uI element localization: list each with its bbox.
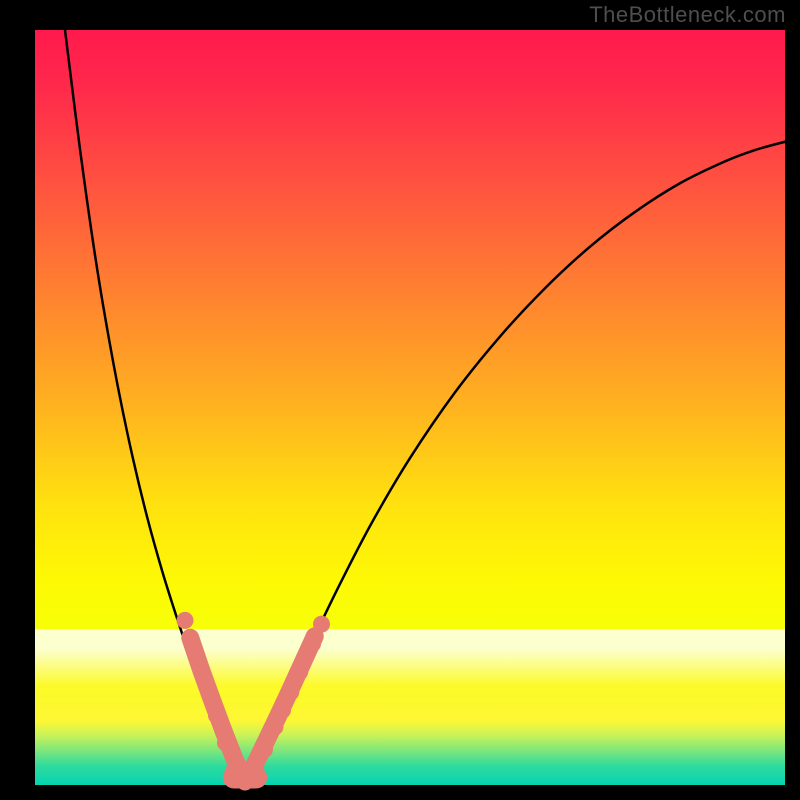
coral-dot-3-11 xyxy=(282,684,299,701)
coral-stroke-0 xyxy=(190,638,245,781)
coral-dot-3-1 xyxy=(188,648,205,665)
curve-left xyxy=(65,30,245,785)
gradient-background xyxy=(35,30,785,785)
curve-right xyxy=(245,142,785,785)
coral-dot-3-6 xyxy=(237,773,254,790)
coral-dot-3-13 xyxy=(304,635,321,652)
coral-dot-3-10 xyxy=(274,702,291,719)
chart-canvas: TheBottleneck.com xyxy=(0,0,800,800)
coral-dot-3-7 xyxy=(246,761,263,778)
coral-dot-3-9 xyxy=(267,718,284,735)
watermark-text: TheBottleneck.com xyxy=(589,2,786,28)
coral-dot-3-14 xyxy=(313,616,330,633)
coral-dot-3-2 xyxy=(201,684,218,701)
coral-dot-3-0 xyxy=(177,612,194,629)
coral-dot-3-5 xyxy=(226,761,243,778)
coral-dot-3-8 xyxy=(256,741,273,758)
curves-svg xyxy=(35,30,785,785)
coral-dot-3-12 xyxy=(291,663,308,680)
coral-stroke-1 xyxy=(245,636,315,780)
coral-dot-3-3 xyxy=(208,707,225,724)
coral-dot-3-4 xyxy=(217,734,234,751)
plot-area xyxy=(35,30,785,785)
